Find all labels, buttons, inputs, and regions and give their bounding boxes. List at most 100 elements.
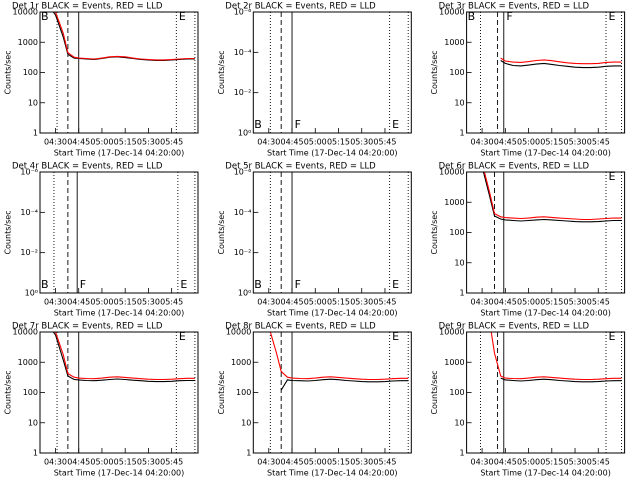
x-tick-label: 05:15 xyxy=(540,298,563,307)
annotation: E xyxy=(392,278,399,291)
y-tick-label: 100 xyxy=(449,68,464,77)
y-tick-label: 100 xyxy=(449,388,464,397)
plot-frame xyxy=(39,331,199,454)
panel: Det 4r BLACK = Events, RED = LLD Counts/s… xyxy=(4,162,199,318)
chart-title: Det 6r BLACK = Events, RED = LLD xyxy=(439,162,590,172)
annotation: F xyxy=(295,118,301,131)
series-line xyxy=(483,172,622,221)
y-tick-label: 10 xyxy=(454,98,464,107)
x-tick-label: 04:45 xyxy=(494,298,517,307)
y-tick-label: 10000 xyxy=(226,328,251,337)
x-axis-label: Start Time (17-Dec-14 04:20:00) xyxy=(480,469,611,478)
y-tick-label: 10⁰ xyxy=(238,129,251,138)
plot-frame xyxy=(39,171,199,294)
y-axis-label: Counts/sec xyxy=(217,370,226,414)
x-tick-label: 04:30 xyxy=(257,298,280,307)
x-tick-label: 04:30 xyxy=(44,138,67,147)
y-axis-label: Counts/sec xyxy=(4,210,13,254)
plot-frame xyxy=(252,331,412,454)
chart-title: Det 7r BLACK = Events, RED = LLD xyxy=(12,322,163,332)
y-axis-label: Counts/sec xyxy=(217,210,226,254)
y-tick-label: 100 xyxy=(23,388,38,397)
x-axis-label: Start Time (17-Dec-14 04:20:00) xyxy=(267,469,398,478)
annotation: B xyxy=(468,10,476,23)
x-tick-label: 05:00 xyxy=(517,138,540,147)
chart-title: Det 3r BLACK = Events, RED = LLD xyxy=(439,2,590,12)
annotation: B xyxy=(254,278,262,291)
x-tick-label: 05:45 xyxy=(160,138,183,147)
x-tick-label: 04:45 xyxy=(67,298,90,307)
x-tick-label: 05:15 xyxy=(114,298,137,307)
x-tick-label: 05:15 xyxy=(327,458,350,467)
plot-frame xyxy=(466,331,626,454)
plot-frame xyxy=(252,171,412,294)
y-axis-label: Counts/sec xyxy=(217,50,226,94)
y-tick-label: 10⁻² xyxy=(234,248,252,257)
x-tick-label: 05:30 xyxy=(350,138,373,147)
x-tick-label: 05:45 xyxy=(160,458,183,467)
y-tick-label: 10000 xyxy=(439,8,464,17)
y-tick-label: 10⁻⁴ xyxy=(20,208,38,217)
x-tick-label: 04:30 xyxy=(471,458,494,467)
x-tick-label: 04:30 xyxy=(44,298,67,307)
x-tick-label: 05:15 xyxy=(327,138,350,147)
x-tick-label: 05:45 xyxy=(587,458,610,467)
x-tick-label: 05:45 xyxy=(587,138,610,147)
plot-frame xyxy=(39,11,199,134)
x-tick-label: 05:30 xyxy=(350,458,373,467)
x-tick-label: 05:00 xyxy=(304,298,327,307)
x-tick-label: 05:00 xyxy=(517,458,540,467)
plot-frame xyxy=(252,11,412,134)
y-tick-label: 1 xyxy=(33,449,38,458)
series-line xyxy=(500,57,622,65)
annotation: E xyxy=(180,278,187,291)
chart-title: Det 1r BLACK = Events, RED = LLD xyxy=(12,2,163,12)
annotation: B xyxy=(254,118,262,131)
x-tick-label: 05:45 xyxy=(373,458,396,467)
series-line xyxy=(490,332,622,381)
x-tick-label: 05:30 xyxy=(564,138,587,147)
x-tick-label: 05:15 xyxy=(327,298,350,307)
annotation: E xyxy=(392,330,399,343)
x-tick-label: 05:45 xyxy=(373,138,396,147)
y-axis-label: Counts/sec xyxy=(4,370,13,414)
x-tick-label: 05:45 xyxy=(160,298,183,307)
panel: Det 9r BLACK = Events, RED = LLD Counts/s… xyxy=(430,322,626,478)
x-tick-label: 05:00 xyxy=(304,138,327,147)
y-tick-label: 10 xyxy=(28,418,38,427)
x-tick-label: 05:00 xyxy=(90,458,113,467)
plot-frame xyxy=(466,11,626,134)
chart-title: Det 4r BLACK = Events, RED = LLD xyxy=(12,162,163,172)
x-tick-label: 04:45 xyxy=(280,458,303,467)
chart-title: Det 2r BLACK = Events, RED = LLD xyxy=(225,2,376,12)
x-tick-label: 05:15 xyxy=(114,458,137,467)
x-tick-label: 05:00 xyxy=(90,138,113,147)
y-tick-label: 10000 xyxy=(13,8,38,17)
y-tick-label: 10 xyxy=(454,258,464,267)
chart-title: Det 9r BLACK = Events, RED = LLD xyxy=(439,322,590,332)
y-tick-label: 100 xyxy=(236,388,251,397)
series-line xyxy=(482,172,622,223)
plot-frame xyxy=(466,171,626,294)
x-tick-label: 05:30 xyxy=(564,298,587,307)
x-tick-label: 05:00 xyxy=(304,458,327,467)
panel: Det 5r BLACK = Events, RED = LLD Counts/s… xyxy=(217,162,412,318)
panel: Det 1r BLACK = Events, RED = LLD Counts/s… xyxy=(4,2,199,158)
x-tick-label: 05:00 xyxy=(90,298,113,307)
y-tick-label: 10 xyxy=(28,98,38,107)
panel: Det 8r BLACK = Events, RED = LLD Counts/s… xyxy=(217,322,412,478)
y-tick-label: 1000 xyxy=(444,38,464,47)
x-tick-label: 05:30 xyxy=(350,298,373,307)
annotation: E xyxy=(392,118,399,131)
panel: Det 2r BLACK = Events, RED = LLD Counts/s… xyxy=(217,2,412,158)
chart-title: Det 5r BLACK = Events, RED = LLD xyxy=(225,162,376,172)
annotation: B xyxy=(41,10,49,23)
x-axis-label: Start Time (17-Dec-14 04:20:00) xyxy=(480,309,611,318)
x-tick-label: 05:45 xyxy=(587,298,610,307)
annotation: F xyxy=(80,278,86,291)
y-tick-label: 10000 xyxy=(13,328,38,337)
y-tick-label: 100 xyxy=(449,228,464,237)
x-tick-label: 04:45 xyxy=(280,138,303,147)
panel: Det 7r BLACK = Events, RED = LLD Counts/s… xyxy=(4,322,199,478)
